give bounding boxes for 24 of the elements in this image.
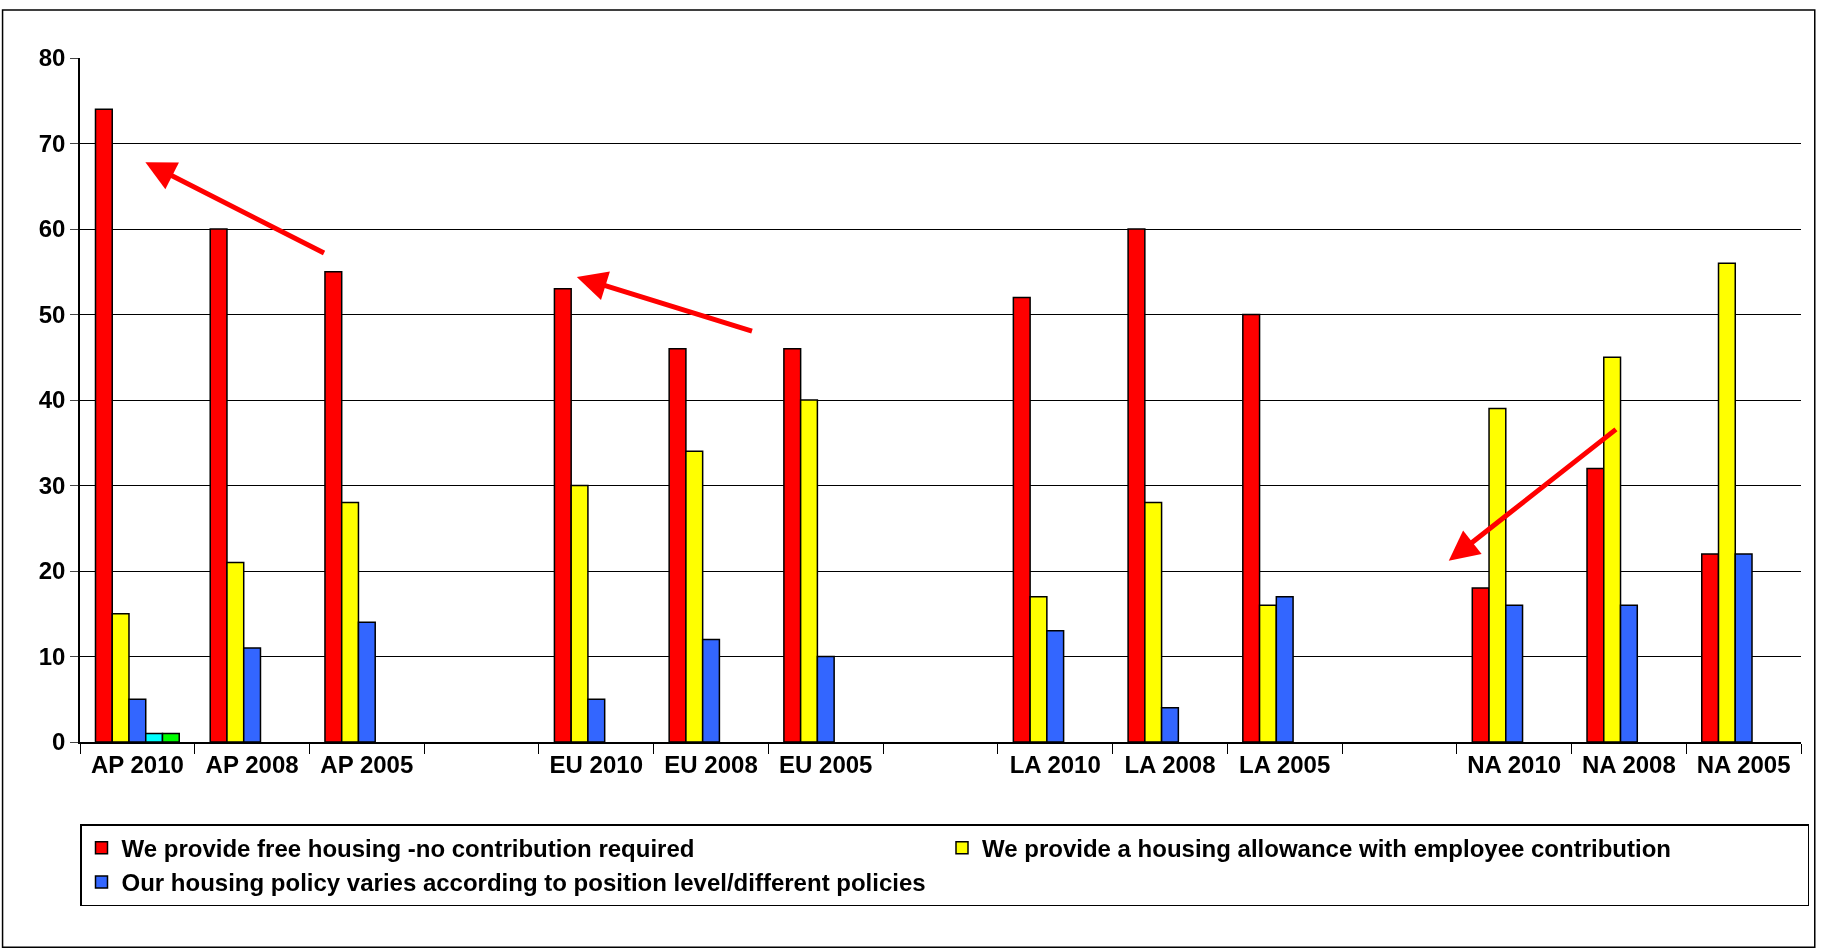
legend-label: We provide free housing -no contribution required [121, 835, 695, 863]
x-tick-label: NA 2005 [1696, 750, 1791, 778]
y-tick-label: 60 [38, 215, 66, 243]
x-tick-label: EU 2010 [549, 750, 643, 778]
y-tick-label: 80 [38, 44, 66, 72]
x-tick-label: NA 2008 [1581, 750, 1676, 778]
x-tick-label: EU 2008 [664, 750, 758, 778]
x-tick-label: AP 2008 [205, 750, 299, 778]
x-tick-label: AP 2010 [90, 750, 184, 778]
legend-label: Our housing policy varies according to position level/different policies [121, 869, 926, 897]
y-tick-label: 70 [38, 129, 66, 157]
x-tick-label: LA 2010 [1009, 750, 1101, 778]
y-tick-label: 0 [52, 728, 66, 756]
legend-label: We provide a housing allowance with employee contribution [982, 835, 1671, 863]
y-tick-label: 20 [38, 557, 66, 585]
x-tick-label: LA 2008 [1124, 750, 1216, 778]
y-tick-label: 30 [38, 471, 66, 499]
x-tick-label: EU 2005 [779, 750, 873, 778]
x-tick-label: AP 2005 [320, 750, 414, 778]
y-tick-label: 10 [38, 642, 66, 670]
x-tick-label: NA 2010 [1467, 750, 1562, 778]
y-tick-label: 50 [38, 300, 66, 328]
y-tick-label: 40 [38, 386, 66, 414]
x-tick-label: LA 2005 [1239, 750, 1331, 778]
